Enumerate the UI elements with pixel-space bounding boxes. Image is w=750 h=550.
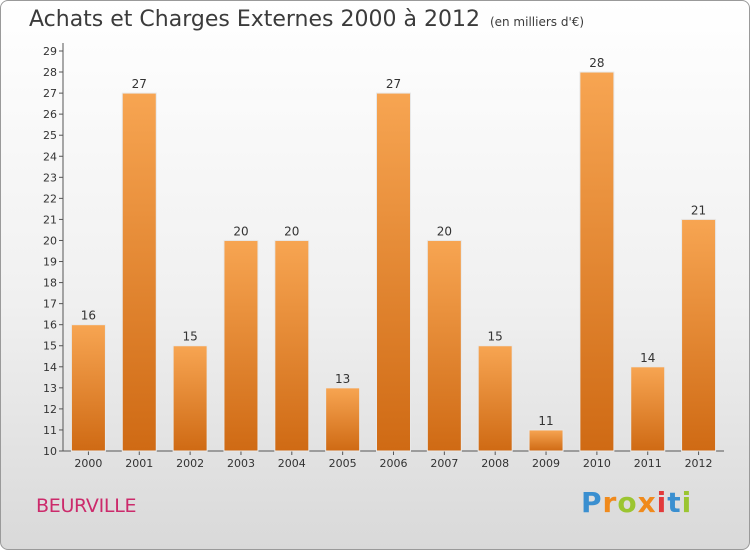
logo-letter: x — [637, 486, 657, 519]
bar — [681, 218, 717, 452]
x-tick-label: 2010 — [583, 457, 611, 470]
x-tick-label: 2001 — [125, 457, 153, 470]
location-name: BEURVILLE — [36, 495, 137, 517]
chart-unit-label: (en milliers d'€) — [489, 15, 585, 29]
y-tick-label: 16 — [43, 319, 57, 332]
y-tick-label: 23 — [43, 171, 57, 184]
bar — [579, 71, 615, 452]
y-tick-label: 26 — [43, 108, 57, 121]
x-tick-label: 2000 — [74, 457, 102, 470]
chart-title-text: Achats et Charges Externes 2000 à 2012 — [29, 7, 480, 32]
logo-letter: i — [656, 486, 668, 519]
bar-value-label: 14 — [640, 351, 655, 365]
y-tick-label: 15 — [43, 340, 57, 353]
proxiti-logo[interactable]: Proxiti — [581, 486, 692, 519]
chart-axes: 10 11 12 13 14 15 16 17 18 19 20 21 22 23 24 25 26 27 28 29… — [43, 43, 724, 470]
x-tick-label: 2002 — [176, 457, 204, 470]
y-tick-label: 18 — [43, 277, 57, 290]
y-tick-label: 27 — [43, 87, 57, 100]
x-tick-label: 2011 — [634, 457, 662, 470]
chart-title: Achats et Charges Externes 2000 à 2012 (e… — [29, 7, 584, 32]
bar — [477, 345, 513, 452]
bar-value-label: 16 — [81, 309, 96, 323]
bar-value-label: 27 — [386, 77, 401, 91]
logo-letter: o — [617, 486, 638, 519]
chart-bars: 16 27 15 20 20 13 27 20 15 11 28 14 21 — [70, 56, 717, 452]
bar — [630, 366, 666, 452]
bar-value-label: 21 — [691, 203, 706, 217]
bar-value-label: 11 — [538, 414, 553, 428]
bar-value-label: 28 — [589, 56, 604, 70]
bar — [376, 92, 411, 452]
y-tick-label: 20 — [43, 234, 57, 247]
y-tick-label: 19 — [43, 256, 57, 269]
y-tick-label: 14 — [43, 361, 57, 374]
x-tick-label: 2009 — [532, 457, 560, 470]
x-tick-label: 2005 — [329, 457, 357, 470]
y-tick-label: 13 — [43, 382, 57, 395]
x-tick-label: 2008 — [481, 457, 509, 470]
bar-value-label: 15 — [488, 330, 503, 344]
bar-value-label: 15 — [182, 330, 197, 344]
bar-value-label: 20 — [284, 224, 299, 238]
x-tick-label: 2007 — [430, 457, 458, 470]
x-tick-label: 2006 — [380, 457, 408, 470]
bar — [70, 324, 106, 452]
logo-letter: r — [602, 486, 618, 519]
logo-letter: P — [581, 486, 603, 519]
logo-letter: i — [681, 486, 693, 519]
bar — [528, 429, 564, 452]
x-tick-label: 2004 — [278, 457, 306, 470]
bar — [325, 387, 361, 452]
logo-letter: t — [667, 486, 682, 519]
bar-value-label: 13 — [335, 372, 350, 386]
bar — [223, 239, 259, 452]
y-tick-label: 10 — [43, 445, 57, 458]
y-tick-label: 21 — [43, 213, 57, 226]
y-tick-label: 28 — [43, 66, 57, 79]
y-tick-label: 12 — [43, 403, 57, 416]
y-tick-label: 22 — [43, 192, 57, 205]
x-tick-label: 2003 — [227, 457, 255, 470]
y-tick-label: 24 — [43, 150, 57, 163]
y-tick-label: 29 — [43, 45, 57, 58]
x-tick-label: 2012 — [685, 457, 713, 470]
y-tick-label: 17 — [43, 298, 57, 311]
bar — [426, 239, 462, 452]
bar — [121, 92, 157, 452]
bar-value-label: 27 — [132, 77, 147, 91]
bar-value-label: 20 — [233, 224, 248, 238]
bar — [172, 345, 208, 452]
bar-value-label: 20 — [437, 224, 452, 238]
y-tick-label: 25 — [43, 129, 57, 142]
y-tick-label: 11 — [43, 424, 57, 437]
bar — [274, 239, 310, 452]
